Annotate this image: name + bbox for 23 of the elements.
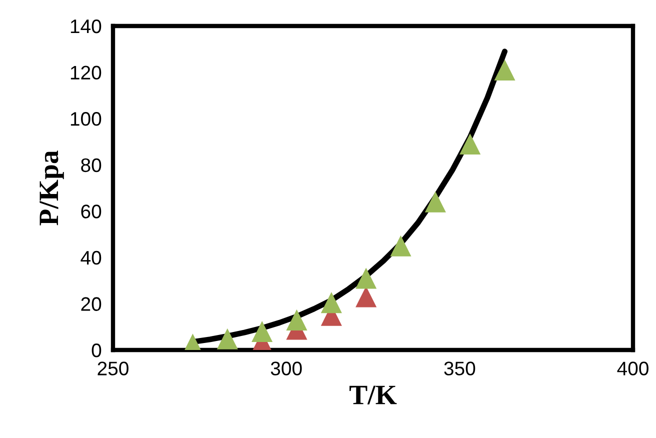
point — [286, 309, 308, 330]
x-axis-title: T/K — [350, 386, 397, 404]
point — [460, 133, 481, 155]
y-axis-title: P/Kpa — [40, 150, 64, 226]
point — [494, 59, 516, 81]
point — [356, 268, 377, 289]
y-tick-label: 0 — [92, 343, 102, 358]
x-tick-label: 250 — [98, 362, 128, 376]
point — [320, 292, 342, 314]
point — [424, 191, 446, 212]
point — [216, 328, 238, 350]
y-tick-label: 120 — [70, 66, 102, 80]
x-tick-label: 400 — [617, 362, 648, 376]
point — [252, 320, 273, 342]
point — [390, 235, 412, 256]
y-tick-label: 20 — [81, 297, 102, 311]
y-tick-label: 60 — [81, 204, 102, 218]
x-tick-label: 350 — [444, 362, 476, 376]
y-tick-label: 80 — [81, 158, 102, 172]
y-tick-label: 140 — [70, 19, 102, 34]
x-tick-label: 300 — [270, 362, 302, 376]
y-tick-label: 40 — [80, 250, 102, 265]
y-tick-label: 100 — [70, 112, 102, 126]
